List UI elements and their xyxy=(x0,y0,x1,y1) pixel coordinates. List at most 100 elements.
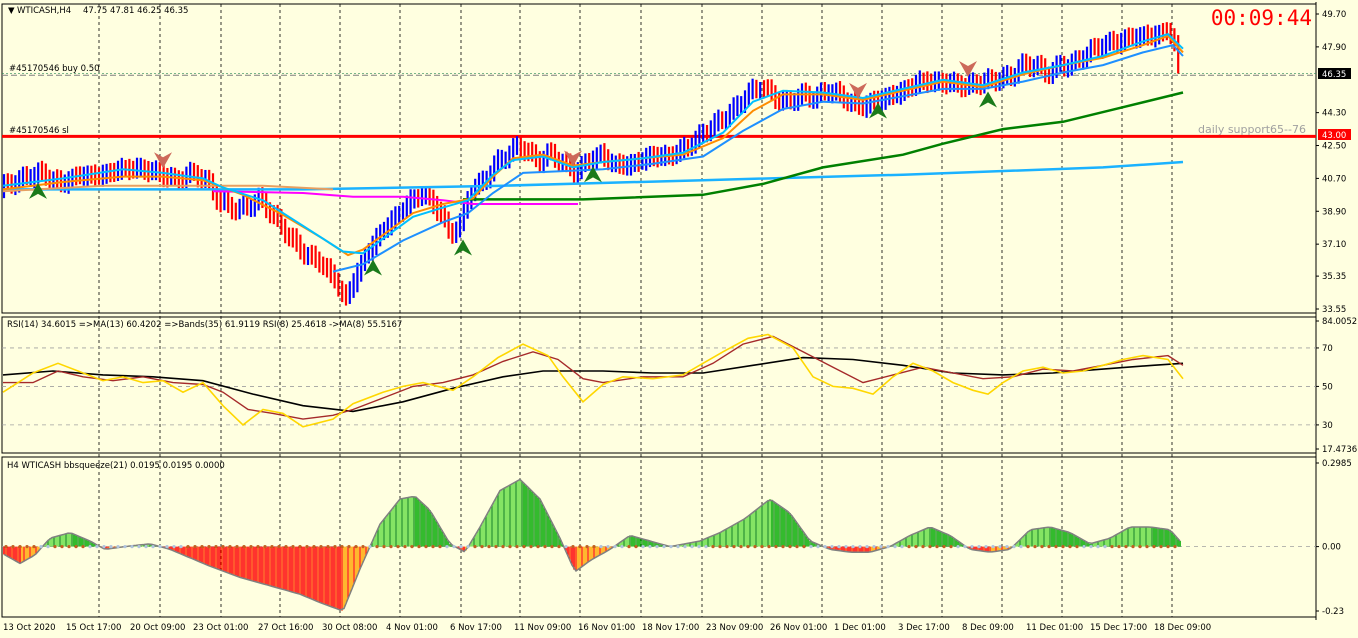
squeeze-dot xyxy=(1040,544,1044,549)
rsi-tick-label: 17.4736 xyxy=(1322,445,1357,455)
squeeze-dot xyxy=(256,544,260,549)
x-tick-label: 26 Nov 01:00 xyxy=(770,623,827,633)
squeeze-dot xyxy=(46,544,50,549)
squeeze-dot xyxy=(361,544,365,549)
squeeze-dot xyxy=(921,544,925,549)
x-tick-label: 4 Nov 01:00 xyxy=(386,623,438,633)
squeeze-panel[interactable] xyxy=(2,478,1316,611)
sl-line-label: #45170546 sl xyxy=(9,126,69,136)
squeeze-dot xyxy=(249,544,253,549)
squeeze-dot xyxy=(963,544,967,549)
squeeze-dot xyxy=(627,544,631,549)
price-panel[interactable] xyxy=(2,22,1316,306)
price-tick-label: 33.55 xyxy=(1322,305,1346,315)
squeeze-dot xyxy=(592,544,596,549)
squeeze-dot xyxy=(1089,544,1093,549)
squeeze-dot xyxy=(25,544,29,549)
squeeze-dot xyxy=(949,544,953,549)
buy-arrow-icon xyxy=(869,102,887,119)
rsi-panel[interactable] xyxy=(2,333,1316,428)
squeeze-dot xyxy=(1110,544,1114,549)
x-tick-label: 30 Oct 08:00 xyxy=(322,623,377,633)
price-tick-label: 40.70 xyxy=(1322,174,1346,184)
squeeze-dot xyxy=(375,544,379,549)
squeeze-dot xyxy=(683,544,687,549)
squeeze-dot xyxy=(298,544,302,549)
rsi-ma-line xyxy=(3,335,1184,420)
squeeze-dot xyxy=(39,544,43,549)
rsi-tick-label: 50 xyxy=(1322,382,1333,392)
squeeze-dot xyxy=(18,544,22,549)
squeeze-dot xyxy=(473,544,477,549)
squeeze-dot xyxy=(1082,544,1086,549)
squeeze-dot xyxy=(865,544,869,549)
squeeze-dot xyxy=(739,544,743,549)
rsi-tick-label: 70 xyxy=(1322,344,1333,354)
sell-arrow-icon xyxy=(154,152,172,169)
squeeze-dot xyxy=(382,544,386,549)
squeeze-dot xyxy=(347,544,351,549)
chart-menu-icon[interactable]: ▼ xyxy=(8,6,15,16)
squeeze-dot xyxy=(928,544,932,549)
squeeze-dot xyxy=(648,544,652,549)
x-tick-label: 8 Dec 09:00 xyxy=(962,623,1014,633)
squeeze-dot xyxy=(81,544,85,549)
squeeze-dot xyxy=(137,544,141,549)
sell-arrow-icon xyxy=(849,82,867,99)
sl-price-tag xyxy=(1318,129,1351,140)
buy-arrow-icon xyxy=(454,239,472,256)
squeeze-dot xyxy=(879,544,883,549)
x-tick-label: 23 Nov 09:00 xyxy=(706,623,763,633)
squeeze-dot xyxy=(956,544,960,549)
squeeze-dot xyxy=(32,544,36,549)
price-tick-label: 35.35 xyxy=(1322,272,1346,282)
squeeze-dot xyxy=(844,544,848,549)
squeeze-dot xyxy=(830,544,834,549)
squeeze-dot xyxy=(907,544,911,549)
squeeze-dot xyxy=(522,544,526,549)
squeeze-dot xyxy=(690,544,694,549)
squeeze-dot xyxy=(1054,544,1058,549)
squeeze-dot xyxy=(634,544,638,549)
ma-line-ma-tan xyxy=(2,184,334,193)
squeeze-dot xyxy=(809,544,813,549)
squeeze-dot xyxy=(935,544,939,549)
squeeze-dot xyxy=(410,544,414,549)
squeeze-dot xyxy=(207,544,211,549)
squeeze-dot xyxy=(200,544,204,549)
squeeze-dot xyxy=(235,544,239,549)
squeeze-dot xyxy=(837,544,841,549)
axes: 13 Oct 2020 15 Oct 17:00 20 Oct 09:00 23 Oc… xyxy=(3,10,1357,633)
squeeze-dot xyxy=(550,544,554,549)
grid xyxy=(98,4,1173,617)
symbol-header: WTICASH,H4 xyxy=(17,6,71,16)
squeeze-dot xyxy=(613,544,617,549)
squeeze-outline xyxy=(3,478,1181,611)
ma-line-ma-sky-long xyxy=(3,160,1184,191)
squeeze-dot xyxy=(88,544,92,549)
sell-arrow-icon xyxy=(959,60,977,77)
x-tick-label: 15 Dec 17:00 xyxy=(1090,623,1147,633)
panel-frames xyxy=(1,2,1317,620)
squeeze-dot xyxy=(718,544,722,549)
squeeze-dot xyxy=(179,544,183,549)
squeeze-dot xyxy=(942,544,946,549)
squeeze-dot xyxy=(998,544,1002,549)
squeeze-dot xyxy=(1075,544,1079,549)
squeeze-dot xyxy=(60,544,64,549)
buy-arrow-icon xyxy=(29,182,47,199)
squeeze-dot xyxy=(305,544,309,549)
squeeze-dot xyxy=(753,544,757,549)
current-price-tag xyxy=(1318,68,1351,79)
squeeze-dot xyxy=(459,544,463,549)
squeeze-dot xyxy=(1173,544,1177,549)
squeeze-dot xyxy=(557,544,561,549)
squeeze-dot xyxy=(858,544,862,549)
squeeze-dot xyxy=(1138,544,1142,549)
x-tick-label: 18 Dec 09:00 xyxy=(1154,623,1211,633)
squeeze-dot xyxy=(655,544,659,549)
squeeze-dot xyxy=(1026,544,1030,549)
squeeze-dot xyxy=(760,544,764,549)
squeeze-dot xyxy=(312,544,316,549)
